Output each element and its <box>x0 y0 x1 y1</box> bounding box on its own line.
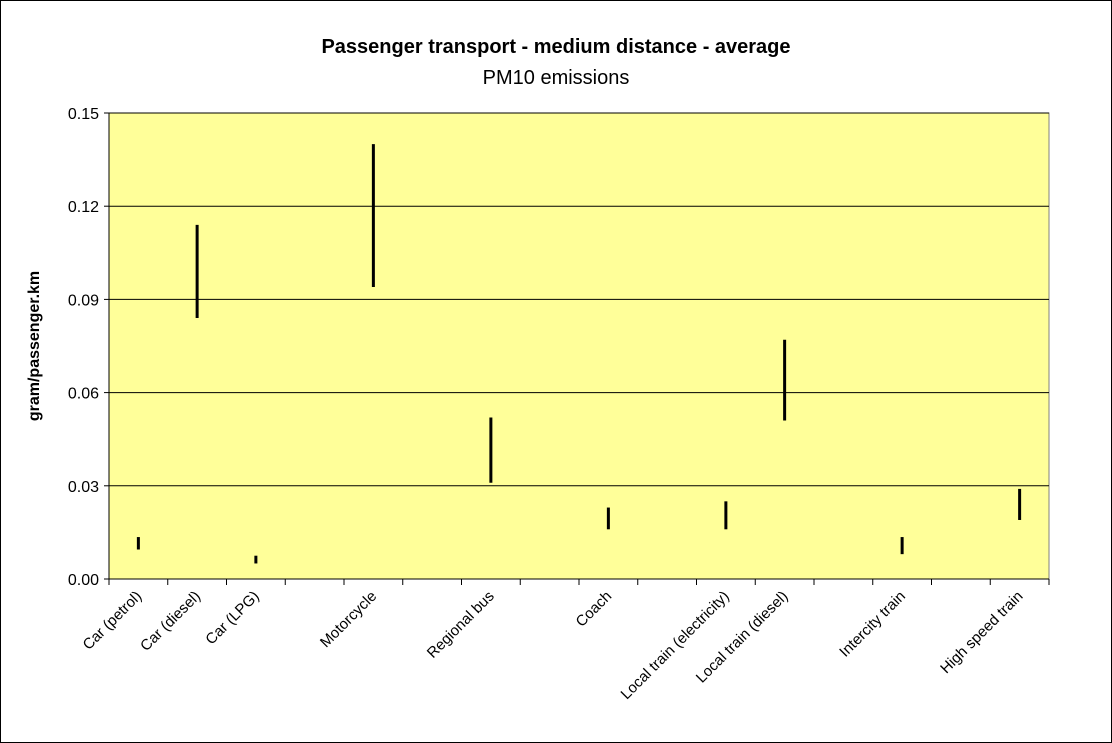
gridlines <box>109 112 1049 487</box>
x-tick-label: Car (diesel) <box>137 588 204 655</box>
plot-area <box>108 112 1050 580</box>
y-tick-label: 0.06 <box>68 386 99 403</box>
y-tick-label: 0.09 <box>68 292 99 309</box>
x-tick-label: Intercity train <box>836 588 909 661</box>
x-tick-label: High speed train <box>937 588 1026 677</box>
x-tick-label: Car (LPG) <box>202 588 262 648</box>
range-lines <box>136 144 1022 564</box>
y-axis-title: gram/passenger.km <box>26 271 43 421</box>
chart-subtitle: PM10 emissions <box>483 67 630 89</box>
x-tick-labels: Car (petrol)Car (diesel)Car (LPG) Motorcy… <box>80 588 1027 703</box>
x-tick-label: Motorcycle <box>317 588 380 651</box>
y-tick-labels: 0.00 0.03 0.06 0.09 0.12 0.15 <box>68 106 99 589</box>
x-tick-label: Coach <box>573 588 616 631</box>
x-tick-label: Regional bus <box>424 588 498 662</box>
y-tick-label: 0.03 <box>68 479 99 496</box>
axes <box>104 112 1050 585</box>
x-tick-label: Local train (electricity) <box>618 588 733 703</box>
y-tick-label: 0.12 <box>68 199 99 216</box>
chart-title: Passenger transport - medium distance - … <box>321 36 790 58</box>
y-tick-label: 0.15 <box>68 106 99 123</box>
y-tick-label: 0.00 <box>68 572 99 589</box>
x-tick-label: Car (petrol) <box>80 588 146 654</box>
